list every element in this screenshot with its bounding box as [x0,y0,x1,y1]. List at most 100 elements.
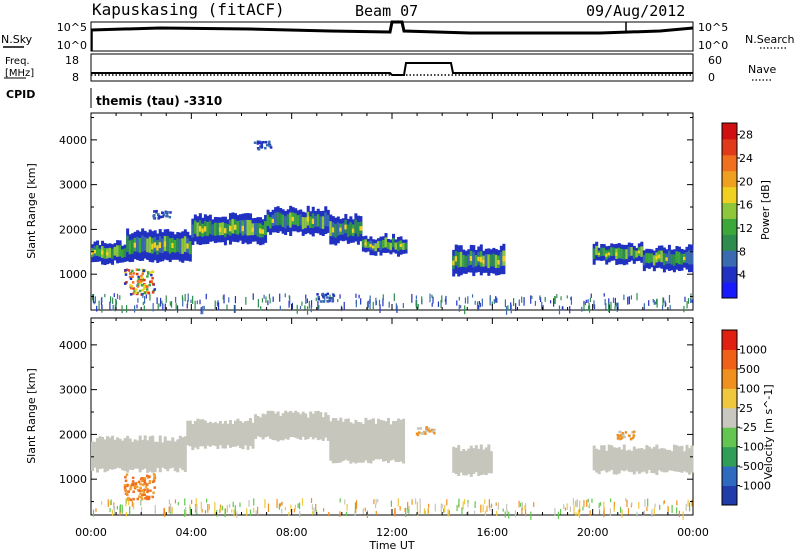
power-cell [610,247,614,256]
speckle-cell [415,299,417,307]
patch-cell [331,296,335,300]
speckle-cell [441,295,443,303]
echo-band [254,410,330,442]
speckle-cell [553,298,555,307]
gs-cell [279,415,283,441]
speckle-cell [154,504,156,514]
speckle-cell [404,507,406,512]
speckle-cell [169,503,171,508]
gs-cell [469,445,473,477]
velocity-ylabel: Slant Range [km] [25,368,38,464]
speckle-cell [549,300,552,304]
power-cell [311,218,315,224]
near-range-speckle [91,293,693,315]
speckle-cell [612,297,615,303]
y-tick-label: 2000 [59,428,87,441]
speckle-cell [652,298,654,303]
speckle-cell [643,303,645,310]
speckle-cell [427,508,429,514]
speckle-cell [397,498,399,507]
gs-cell [331,418,335,464]
power-cell [103,247,107,259]
speckle-cell [507,305,509,311]
speckle-cell [171,506,173,514]
speckle-cell [339,498,341,503]
power-cell [637,250,641,254]
speckle-cell [572,498,575,506]
patch-cell [139,482,142,486]
power-cell [128,240,132,255]
patch-cell [139,492,142,496]
speckle-cell [315,509,317,514]
gs-cell [595,448,599,473]
gs-cell [96,438,100,473]
speckle-cell [462,501,464,510]
power-cell [354,219,358,234]
patch-cell [145,288,149,291]
speckle-cell [232,501,234,508]
patch-cell [151,270,155,273]
patch-cell [145,495,149,498]
speckle-cell [299,305,302,310]
patch-cell [169,211,172,214]
power-cell [106,251,110,256]
patch-cell [317,297,321,301]
speckle-cell [585,299,587,303]
speckle-cell [636,293,638,301]
patch-cell [148,475,151,478]
speckle-cell [310,304,312,313]
x-tick-label: 04:00 [175,526,207,539]
speckle-cell [614,297,616,306]
patch-cell [139,281,143,284]
echo-band [592,241,644,266]
colorbar-segment [722,218,737,235]
speckle-cell [496,510,498,516]
patch-cell [132,272,136,275]
patch-cell [128,497,131,501]
velocity-axes: 1000 2000 3000 4000 [59,318,694,515]
patch-cell [268,144,271,147]
gs-cell [208,421,212,447]
speckle-cell [269,298,271,304]
speckle-cell [306,306,309,315]
power-cell [148,236,152,253]
gs-cell [116,437,120,468]
speckle-cell [531,295,533,299]
speckle-cell [576,499,578,508]
gs-cell [482,449,486,475]
colorbar-segment [722,282,737,299]
gs-cell [151,435,155,473]
speckle-cell [608,306,611,313]
speckle-cell [442,504,444,509]
patch-cell [149,280,152,284]
beam-label: Beam 07 [355,2,418,20]
power-cell [254,223,258,235]
speckle-cell [364,507,366,512]
power-cell [249,220,253,236]
patch-cell [253,141,257,144]
speckle-cell [556,293,558,299]
speckle-cell [440,299,442,308]
gs-cell [158,435,162,473]
speckle-cell [419,506,421,514]
gs-cell [356,421,360,463]
gs-cell [261,413,265,440]
speckle-cell [402,303,404,309]
speckle-cell [598,509,601,515]
patch-cell [133,482,136,485]
speckle-cell [239,502,241,507]
speckle-cell [214,501,216,509]
power-cell [269,217,273,229]
patch-cell [133,290,136,293]
power-cell [620,248,624,259]
gs-cell [364,417,368,461]
power-cell [231,218,235,234]
power-cell [389,242,393,251]
colorbar-tick-label: -500 [739,460,764,473]
echo-band [329,417,406,464]
speckle-cell [164,303,166,312]
patch-cell [321,292,325,296]
speckle-cell [236,511,238,518]
speckle-cell [249,509,252,516]
gs-cell [216,423,220,449]
